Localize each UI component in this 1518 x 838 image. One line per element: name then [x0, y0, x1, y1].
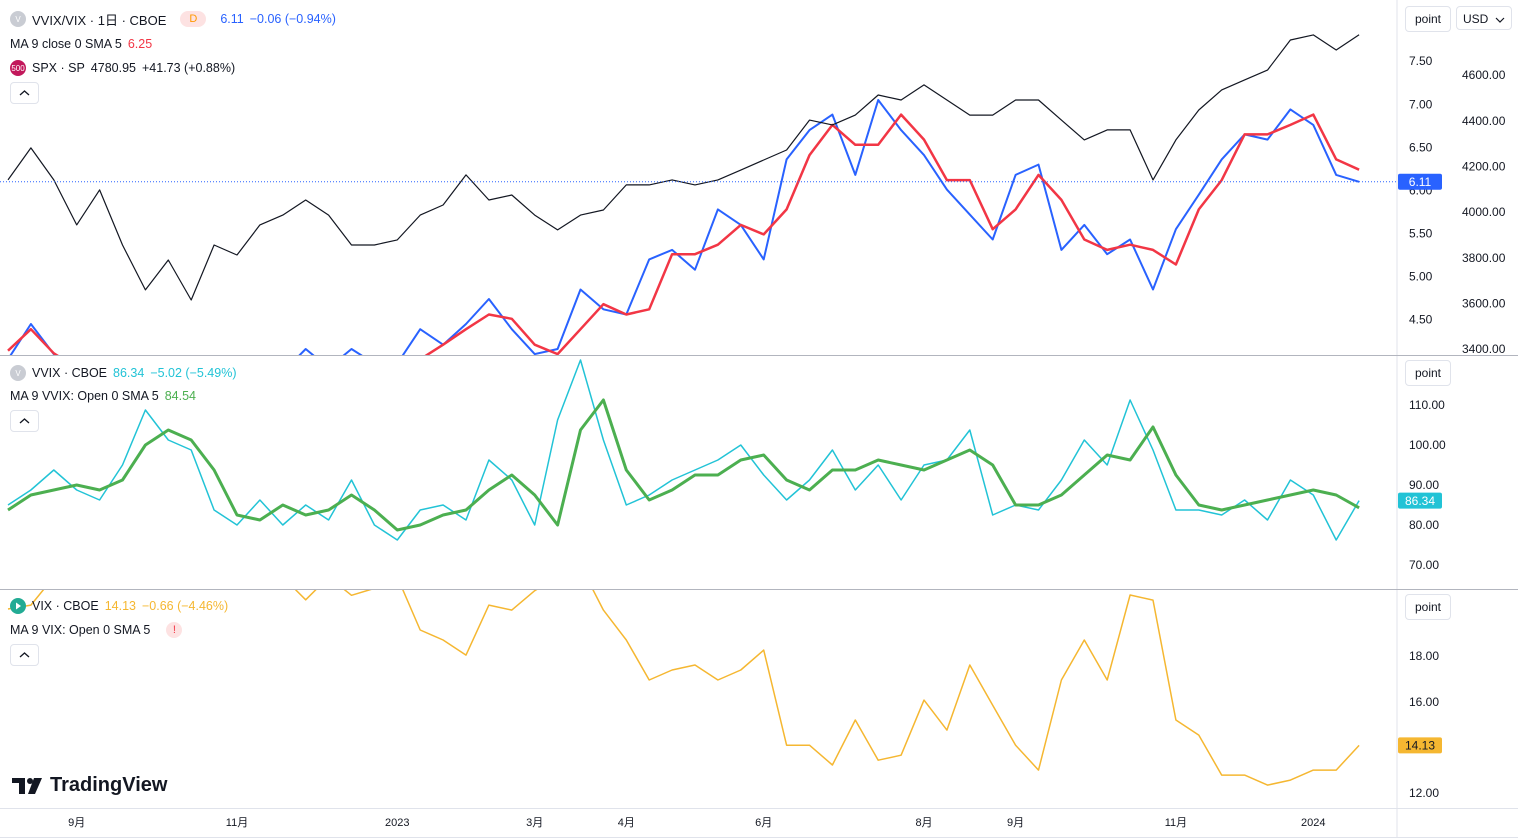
indicator-name: MA 9 close 0 SMA 5 — [10, 37, 122, 51]
indicator-name: MA 9 VIX: Open 0 SMA 5 — [10, 623, 151, 637]
legend-ma: MA 9 close 0 SMA 5 6.25 — [10, 34, 152, 54]
last-value: 14.13 — [104, 599, 136, 613]
legend-spx: 500 SPX · SP 4780.95 +41.73 (+0.88%) — [10, 58, 235, 78]
y-tick-label: 70.00 — [1409, 558, 1439, 572]
logo-icon — [12, 777, 42, 794]
last-value: 4780.95 — [90, 61, 136, 75]
x-tick-label: 11月 — [1165, 817, 1187, 829]
scale-button[interactable]: point — [1405, 594, 1451, 620]
collapse-button[interactable] — [10, 644, 39, 666]
symbol-name: SPX · SP — [32, 61, 85, 75]
plot-area — [7, 590, 1360, 786]
series-line — [7, 34, 1360, 301]
x-tick-label: 4月 — [618, 817, 635, 829]
x-tick-label: 2024 — [1301, 817, 1325, 829]
y-tick-label: 16.00 — [1409, 695, 1439, 709]
symbol-icon: 500 — [10, 60, 26, 76]
symbol-icon — [10, 598, 26, 614]
logo: TradingView — [12, 774, 167, 797]
legend-main: V VVIX/VIX · 1日 · CBOE D 6.11 −0.06 (−0.… — [10, 9, 336, 29]
currency: USD — [1463, 12, 1489, 26]
indicator-value: 6.25 — [127, 37, 153, 51]
series-line — [7, 359, 1360, 541]
x-tick-label: 3月 — [526, 817, 543, 829]
legend-vix: VIX · CBOE 14.13 −0.66 (−4.46%) — [10, 596, 228, 616]
symbol-name: VVIX · CBOE — [32, 366, 108, 380]
last-value: 86.34 — [113, 366, 145, 380]
symbol-title: VVIX/VIX · 1日 · CBOE — [32, 12, 167, 28]
y2-tick-label: 4400.00 — [1462, 114, 1506, 128]
symbol-name: VIX · CBOE — [32, 599, 99, 613]
collapse-button[interactable] — [10, 410, 39, 432]
y2-tick-label: 3400.00 — [1462, 342, 1506, 356]
symbol-icon: V — [10, 365, 26, 381]
legend-ma: MA 9 VVIX: Open 0 SMA 5 84.54 — [10, 386, 196, 406]
indicator-name: MA 9 VVIX: Open 0 SMA 5 — [10, 389, 159, 403]
last-value: 6.11 — [220, 12, 244, 26]
x-tick-label: 9月 — [68, 817, 85, 829]
x-tick-label: 9月 — [1007, 817, 1024, 829]
indicator-value: 84.54 — [164, 389, 196, 403]
interval-badge[interactable]: D — [180, 11, 207, 27]
y-tick-label: 5.50 — [1409, 227, 1433, 241]
last-value-label: 86.34 — [1405, 494, 1435, 508]
currency-button[interactable]: USD — [1456, 6, 1512, 30]
collapse-button[interactable] — [10, 82, 39, 104]
y-tick-label: 90.00 — [1409, 478, 1439, 492]
y2-tick-label: 3600.00 — [1462, 296, 1506, 310]
change: −0.06 (−0.94%) — [249, 12, 336, 26]
legend-ma: MA 9 VIX: Open 0 SMA 5 ! — [10, 620, 183, 640]
chevron — [19, 90, 30, 96]
last-value-label: 6.11 — [1409, 175, 1432, 189]
chevron — [19, 418, 30, 424]
x-tick-label: 8月 — [915, 817, 932, 829]
y-tick-label: 80.00 — [1409, 518, 1439, 532]
change: +41.73 (+0.88%) — [141, 61, 236, 75]
series-line — [7, 398, 1360, 532]
last-value-label: 14.13 — [1405, 739, 1435, 753]
y-tick-label: 5.00 — [1409, 270, 1433, 284]
x-tick-label: 6月 — [755, 817, 772, 829]
y2-tick-label: 4200.00 — [1462, 160, 1506, 174]
series-line — [9, 99, 1360, 355]
scale-button[interactable]: point — [1405, 6, 1451, 32]
y2-tick-label: 4600.00 — [1462, 68, 1506, 82]
y-tick-label: 18.00 — [1409, 649, 1439, 663]
change: −0.66 (−4.46%) — [141, 599, 229, 613]
symbol-icon: V — [10, 11, 26, 27]
y-tick-label: 110.00 — [1409, 398, 1445, 412]
dropdown-arrow — [1495, 17, 1505, 23]
y-tick-label: 6.50 — [1409, 140, 1433, 154]
plot-area — [7, 359, 1360, 541]
last-value-badge — [1398, 173, 1442, 190]
series-line — [7, 590, 1360, 786]
change: −5.02 (−5.49%) — [150, 366, 237, 380]
y-tick-label: 4.50 — [1409, 313, 1433, 327]
scale-button[interactable]: point — [1405, 360, 1451, 386]
y2-tick-label: 3800.00 — [1462, 251, 1506, 265]
y-tick-label: 100.00 — [1409, 438, 1446, 452]
logo-text: TradingView — [50, 774, 168, 796]
last-value-badge — [1398, 737, 1442, 754]
x-tick-label: 11月 — [226, 817, 248, 829]
chevron — [19, 652, 30, 658]
y-tick-label: 12.00 — [1409, 786, 1439, 800]
series-line — [7, 113, 1360, 355]
y-tick-label: 7.00 — [1409, 97, 1433, 111]
warning-icon[interactable]: ! — [166, 622, 183, 638]
x-tick-label: 2023 — [385, 817, 409, 829]
last-value-badge — [1398, 492, 1442, 509]
y-tick-label: 7.50 — [1409, 54, 1433, 68]
plot-area — [7, 34, 1360, 355]
y2-tick-label: 4000.00 — [1462, 205, 1506, 219]
legend-vvix: V VVIX · CBOE 86.34 −5.02 (−5.49%) — [10, 363, 236, 383]
